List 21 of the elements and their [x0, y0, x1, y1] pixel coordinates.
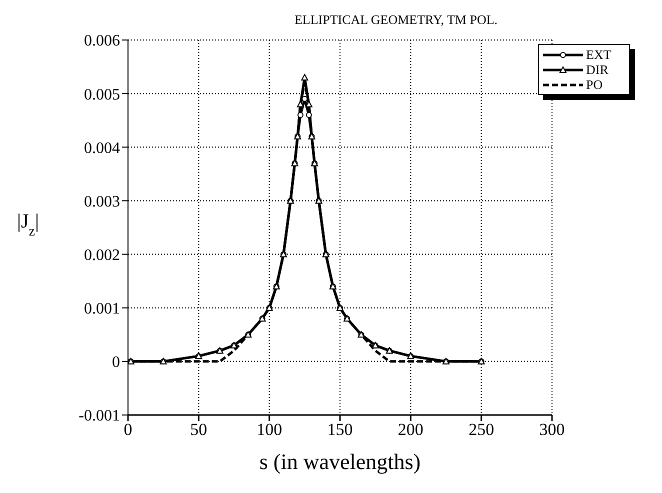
x-tick-label: 150 [327, 420, 353, 440]
x-tick-label: 50 [190, 420, 208, 440]
chart-title: ELLIPTICAL GEOMETRY, TM POL. [293, 12, 499, 28]
y-tick-label: 0.006 [84, 32, 120, 50]
x-tick-label: 200 [398, 420, 424, 440]
legend-label: PO [586, 76, 603, 92]
y-tick-label: 0.003 [84, 193, 120, 210]
y-tick-label: 0.005 [84, 86, 120, 104]
x-tick-label: 250 [468, 420, 494, 440]
x-tick-label: 0 [124, 420, 132, 440]
y-axis-title: |J$_{z}$| [16, 210, 40, 239]
x-tick-label: 300 [539, 420, 565, 440]
y-tick-label: 0 [112, 354, 120, 372]
y-tick-label: 0.001 [84, 300, 120, 318]
x-tick-label: 100 [256, 420, 282, 440]
x-axis-title: s (in wavelengths) [259, 449, 421, 474]
y-tick-label: 0.002 [84, 246, 120, 264]
legend-label: DIR [586, 62, 608, 76]
legend-label: EXT [586, 46, 612, 62]
y-tick-label: -0.001 [78, 408, 120, 425]
y-tick-label: 0.004 [84, 140, 120, 157]
